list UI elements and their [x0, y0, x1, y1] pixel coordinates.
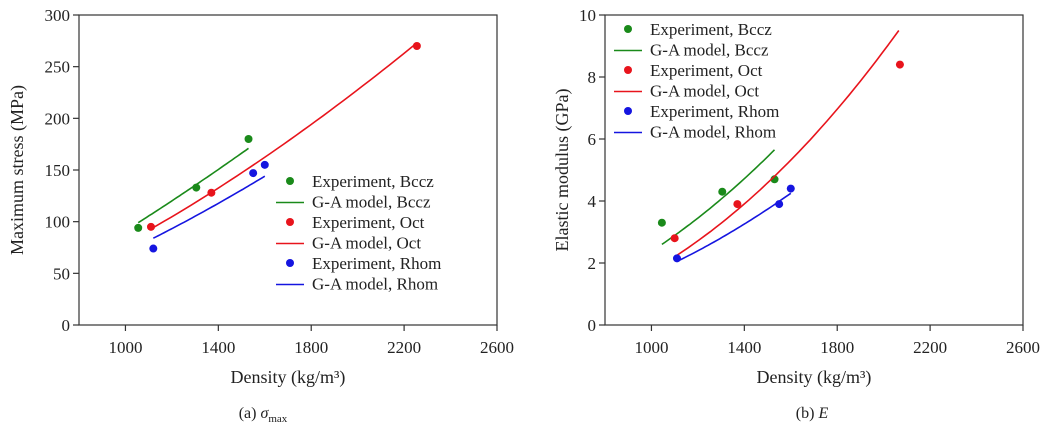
x-tick-label: 2600	[480, 338, 514, 357]
data-point	[149, 244, 158, 253]
x-tick-label: 1400	[727, 338, 761, 357]
x-tick-label: 1800	[820, 338, 854, 357]
legend-point-swatch	[624, 66, 632, 74]
x-tick-label: 2200	[387, 338, 421, 357]
x-tick-label: 2200	[913, 338, 947, 357]
series-line-1	[137, 147, 249, 224]
y-tick-label: 200	[45, 109, 71, 128]
legend-label: Experiment, Bccz	[312, 172, 434, 191]
legend-label: Experiment, Oct	[312, 213, 425, 232]
data-point	[895, 60, 904, 69]
data-point	[733, 200, 742, 209]
x-tick-label: 1400	[201, 338, 235, 357]
legend-label: G-A model, Oct	[650, 82, 759, 101]
legend-point-swatch	[624, 107, 632, 115]
caption-prefix: (a)	[239, 405, 261, 422]
legend-label: G-A model, Rhom	[312, 275, 438, 294]
legend-point-swatch	[624, 25, 632, 33]
data-point	[260, 160, 269, 169]
series-line-3	[150, 43, 417, 230]
chart-panel-b: 1000 1400 1800 2200 2600 0 2 4 6 8 10 Density (kg/m…	[552, 6, 1040, 422]
x-tick-label: 1000	[108, 338, 142, 357]
x-tick-label: 2600	[1006, 338, 1040, 357]
y-tick-label: 50	[53, 264, 70, 283]
series-line-3	[676, 30, 900, 256]
plot-frame	[604, 14, 1024, 326]
legend-label: Experiment, Oct	[650, 61, 763, 80]
y-tick-label: 4	[588, 192, 597, 211]
y-tick-label: 2	[588, 254, 597, 273]
legend-label: G-A model, Oct	[312, 234, 421, 253]
series-line-1	[661, 149, 776, 246]
y-tick-label: 6	[588, 130, 597, 149]
y-tick-label: 10	[579, 6, 596, 25]
data-point	[718, 187, 727, 196]
legend-label: Experiment, Rhom	[650, 102, 779, 121]
data-point	[134, 223, 143, 232]
y-tick-label: 8	[588, 68, 597, 87]
chart-panel-a: 1000 1400 1800 2200 2600 0 50 100 150 200 250 300 De…	[7, 6, 514, 425]
legend-label: G-A model, Bccz	[650, 41, 769, 60]
legend-point-swatch	[286, 177, 294, 185]
y-tick-label: 0	[62, 316, 71, 335]
caption-symbol: σ	[260, 405, 269, 422]
data-point	[786, 184, 795, 193]
panel-caption: (a) σmax	[239, 405, 288, 425]
y-tick-label: 250	[45, 58, 71, 77]
y-tick-label: 0	[588, 316, 597, 335]
series-line-5	[152, 175, 266, 239]
y-axis-title: Elastic modulus (GPa)	[552, 89, 573, 252]
data-point	[249, 169, 258, 178]
legend-point-swatch	[286, 218, 294, 226]
y-tick-label: 150	[45, 161, 71, 180]
legend-label: G-A model, Bccz	[312, 193, 431, 212]
data-point	[657, 218, 666, 227]
legend-label: Experiment, Rhom	[312, 254, 441, 273]
x-tick-label: 1800	[294, 338, 328, 357]
y-tick-label: 300	[45, 6, 71, 25]
y-tick-label: 100	[45, 213, 71, 232]
legend-label: Experiment, Bccz	[650, 20, 772, 39]
x-axis-title: Density (kg/m³)	[757, 367, 872, 388]
caption-symbol: E	[817, 405, 828, 422]
data-point	[244, 135, 253, 143]
legend-point-swatch	[286, 259, 294, 267]
data-point	[670, 234, 679, 243]
caption-subscript: max	[268, 413, 287, 425]
x-axis-title: Density (kg/m³)	[231, 367, 346, 388]
panel-caption: (b) E	[796, 405, 829, 422]
y-axis-title: Maximum stress (MPa)	[7, 85, 28, 255]
data-point	[146, 222, 155, 231]
x-tick-label: 1000	[634, 338, 668, 357]
legend-label: G-A model, Rhom	[650, 123, 776, 142]
caption-prefix: (b)	[796, 405, 819, 422]
series-line-5	[676, 192, 792, 263]
